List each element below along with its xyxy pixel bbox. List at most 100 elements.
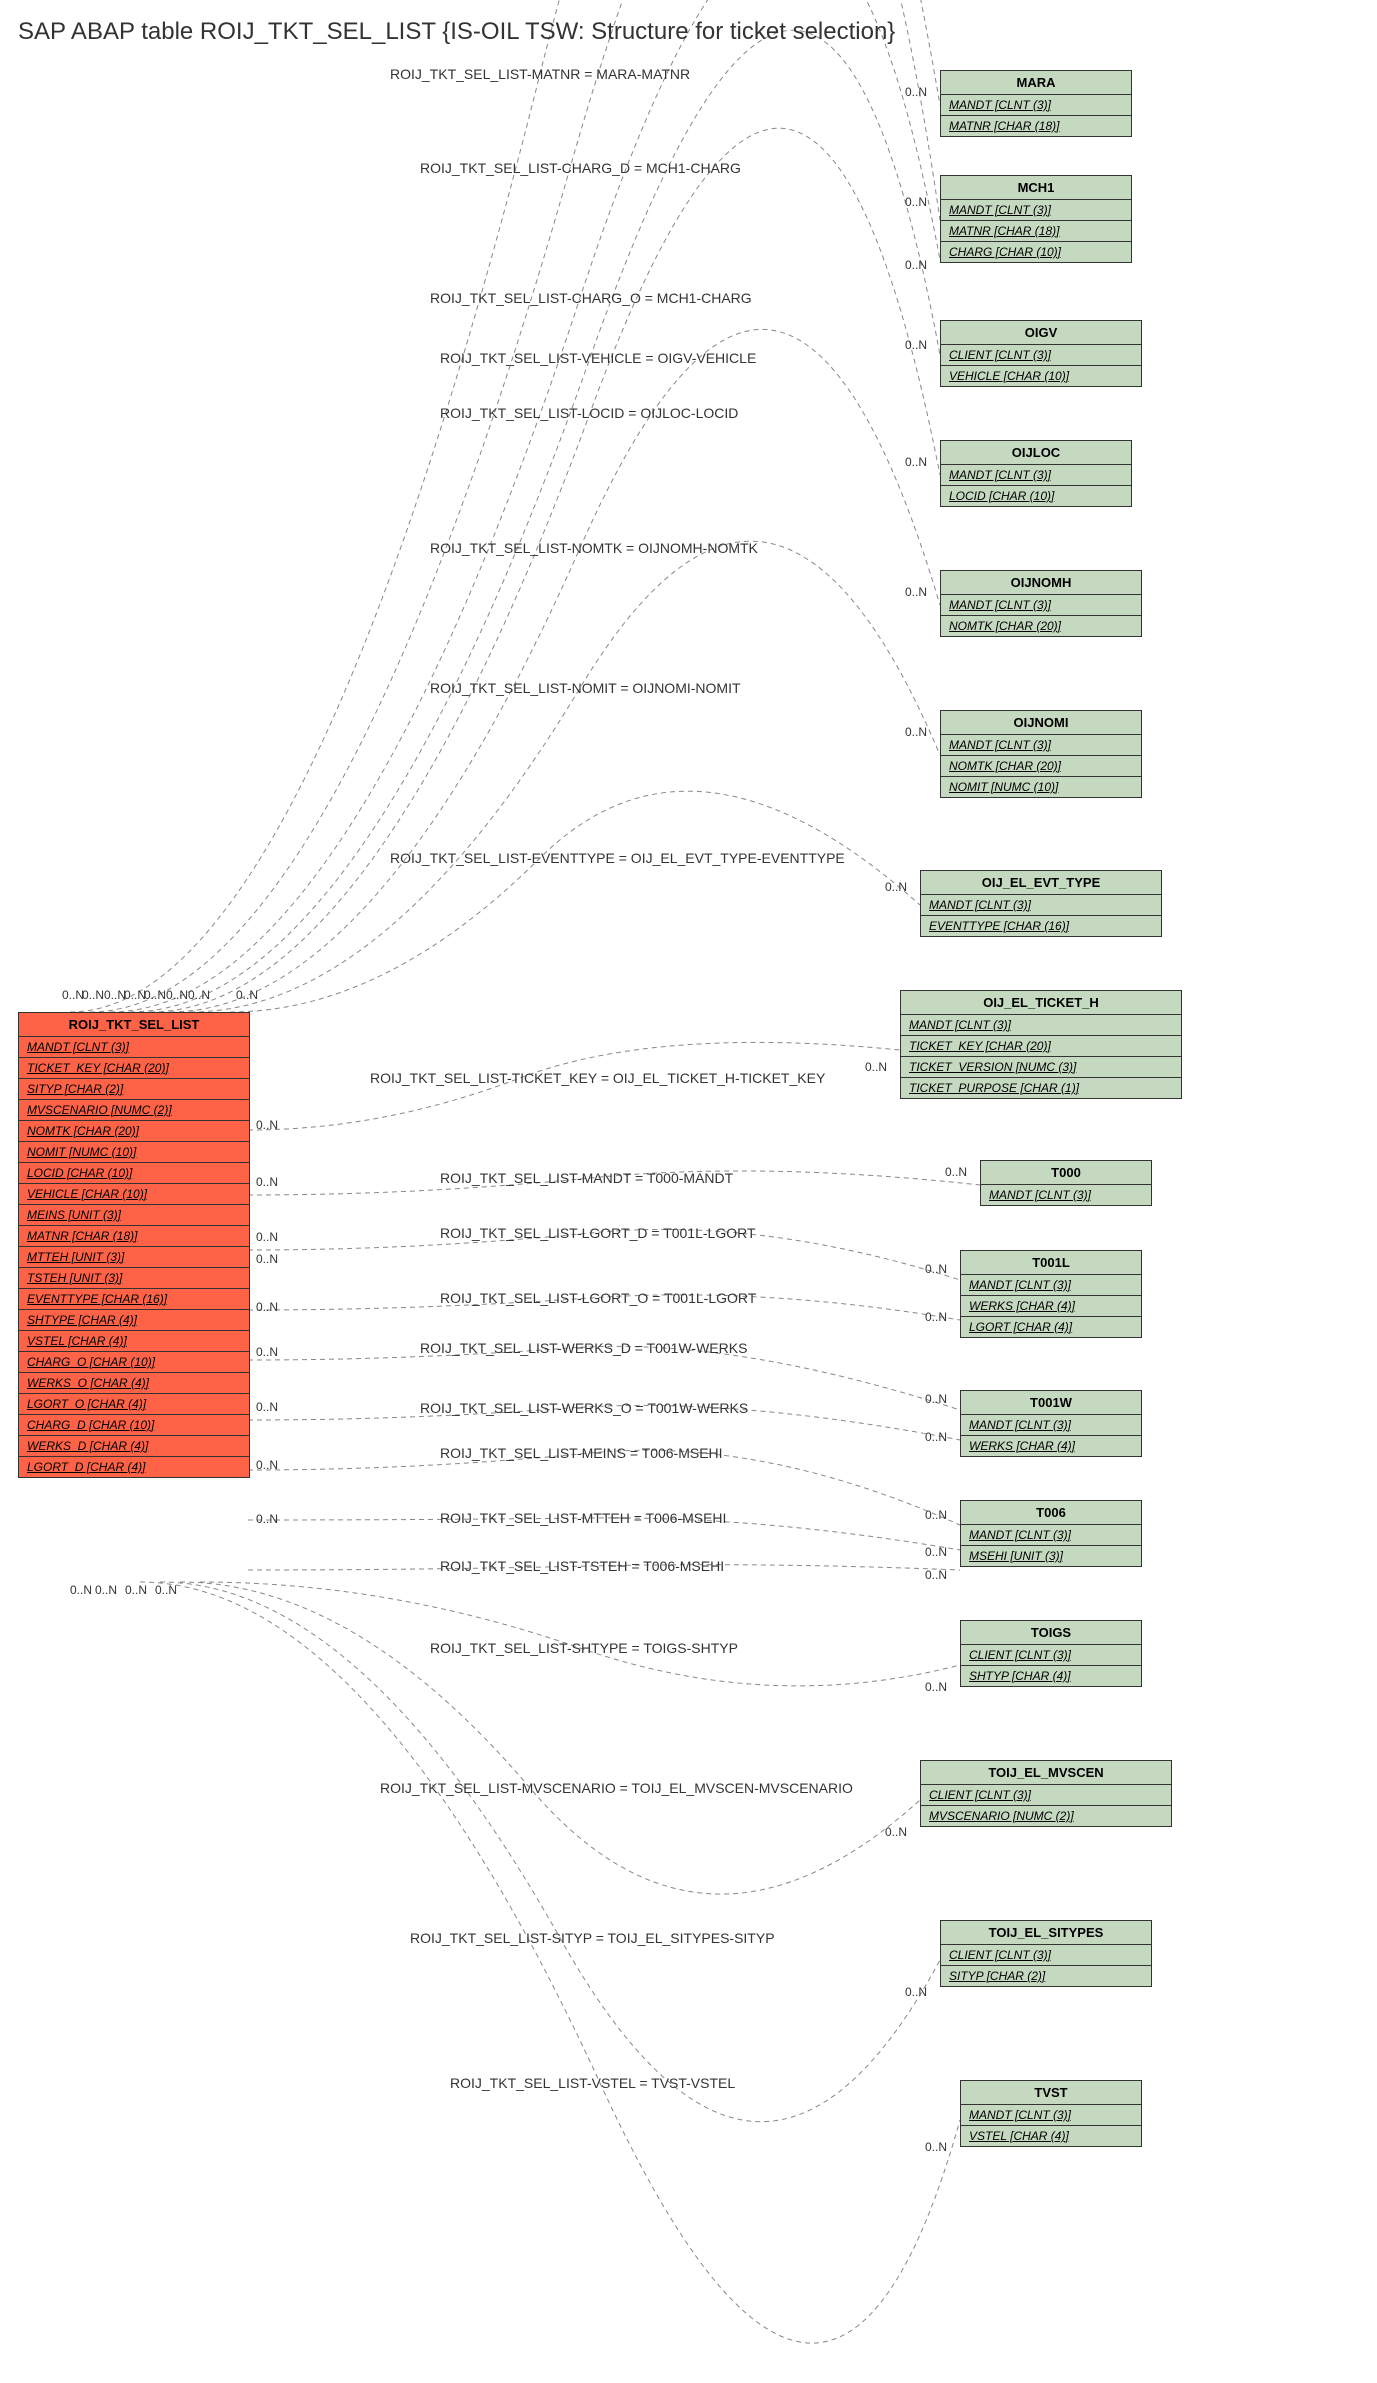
entity-header: TOIJ_EL_SITYPES <box>941 1921 1151 1945</box>
relation-label: ROIJ_TKT_SEL_LIST-LGORT_D = T001L-LGORT <box>440 1225 756 1241</box>
entity-field: CLIENT [CLNT (3)] <box>961 1645 1141 1666</box>
entity-field: SHTYP [CHAR (4)] <box>961 1666 1141 1686</box>
relation-label: ROIJ_TKT_SEL_LIST-WERKS_O = T001W-WERKS <box>420 1400 748 1416</box>
entity-header: T006 <box>961 1501 1141 1525</box>
cardinality-dst: 0..N <box>945 1165 967 1179</box>
cardinality-src: 0..N <box>95 1583 117 1597</box>
entity-field: MANDT [CLNT (3)] <box>921 895 1161 916</box>
cardinality-src: 0..N <box>62 988 84 1002</box>
cardinality-src: 0..N <box>236 988 258 1002</box>
entity-field: CHARG_D [CHAR (10)] <box>19 1415 249 1436</box>
relation-label: ROIJ_TKT_SEL_LIST-SITYP = TOIJ_EL_SITYPE… <box>410 1930 775 1946</box>
entity-field: MATNR [CHAR (18)] <box>941 221 1131 242</box>
ref-entity-t001w: T001WMANDT [CLNT (3)]WERKS [CHAR (4)] <box>960 1390 1142 1457</box>
cardinality-src: 0..N <box>144 988 166 1002</box>
entity-field: WERKS_O [CHAR (4)] <box>19 1373 249 1394</box>
relation-label: ROIJ_TKT_SEL_LIST-LOCID = OIJLOC-LOCID <box>440 405 738 421</box>
cardinality-src: 0..N <box>70 1583 92 1597</box>
cardinality-src: 0..N <box>104 988 126 1002</box>
entity-field: WERKS [CHAR (4)] <box>961 1296 1141 1317</box>
ref-entity-oij_el_ticket_h: OIJ_EL_TICKET_HMANDT [CLNT (3)]TICKET_KE… <box>900 990 1182 1099</box>
entity-field: TSTEH [UNIT (3)] <box>19 1268 249 1289</box>
ref-entity-oij_el_evt_type: OIJ_EL_EVT_TYPEMANDT [CLNT (3)]EVENTTYPE… <box>920 870 1162 937</box>
entity-field: MANDT [CLNT (3)] <box>961 1275 1141 1296</box>
main-entity-roij_tkt_sel_list: ROIJ_TKT_SEL_LISTMANDT [CLNT (3)]TICKET_… <box>18 1012 250 1478</box>
entity-field: LOCID [CHAR (10)] <box>941 486 1131 506</box>
entity-header: T000 <box>981 1161 1151 1185</box>
entity-header: TOIGS <box>961 1621 1141 1645</box>
entity-field: CHARG [CHAR (10)] <box>941 242 1131 262</box>
cardinality-dst: 0..N <box>925 1392 947 1406</box>
relation-label: ROIJ_TKT_SEL_LIST-SHTYPE = TOIGS-SHTYP <box>430 1640 738 1656</box>
entity-field: VEHICLE [CHAR (10)] <box>19 1184 249 1205</box>
entity-header: OIJNOMI <box>941 711 1141 735</box>
relation-label: ROIJ_TKT_SEL_LIST-VEHICLE = OIGV-VEHICLE <box>440 350 756 366</box>
cardinality-dst: 0..N <box>905 258 927 272</box>
entity-field: MANDT [CLNT (3)] <box>19 1037 249 1058</box>
ref-entity-oijnomh: OIJNOMHMANDT [CLNT (3)]NOMTK [CHAR (20)] <box>940 570 1142 637</box>
cardinality-dst: 0..N <box>925 1262 947 1276</box>
ref-entity-oijnomi: OIJNOMIMANDT [CLNT (3)]NOMTK [CHAR (20)]… <box>940 710 1142 798</box>
entity-header: OIJ_EL_TICKET_H <box>901 991 1181 1015</box>
relation-label: ROIJ_TKT_SEL_LIST-NOMTK = OIJNOMH-NOMTK <box>430 540 758 556</box>
entity-field: MEINS [UNIT (3)] <box>19 1205 249 1226</box>
entity-field: MANDT [CLNT (3)] <box>941 95 1131 116</box>
relation-label: ROIJ_TKT_SEL_LIST-MVSCENARIO = TOIJ_EL_M… <box>380 1780 853 1796</box>
entity-field: VSTEL [CHAR (4)] <box>19 1331 249 1352</box>
entity-header: ROIJ_TKT_SEL_LIST <box>19 1013 249 1037</box>
cardinality-dst: 0..N <box>885 880 907 894</box>
cardinality-dst: 0..N <box>905 455 927 469</box>
entity-field: MATNR [CHAR (18)] <box>19 1226 249 1247</box>
entity-field: NOMIT [NUMC (10)] <box>941 777 1141 797</box>
cardinality-src: 0..N <box>155 1583 177 1597</box>
cardinality-src: 0..N <box>256 1300 278 1314</box>
entity-field: EVENTTYPE [CHAR (16)] <box>921 916 1161 936</box>
entity-field: MTTEH [UNIT (3)] <box>19 1247 249 1268</box>
diagram-title: SAP ABAP table ROIJ_TKT_SEL_LIST {IS-OIL… <box>18 18 895 46</box>
cardinality-src: 0..N <box>125 1583 147 1597</box>
cardinality-dst: 0..N <box>905 195 927 209</box>
relation-label: ROIJ_TKT_SEL_LIST-LGORT_O = T001L-LGORT <box>440 1290 756 1306</box>
entity-field: MANDT [CLNT (3)] <box>941 465 1131 486</box>
ref-entity-oijloc: OIJLOCMANDT [CLNT (3)]LOCID [CHAR (10)] <box>940 440 1132 507</box>
relation-label: ROIJ_TKT_SEL_LIST-TSTEH = T006-MSEHI <box>440 1558 724 1574</box>
cardinality-src: 0..N <box>256 1175 278 1189</box>
entity-field: MANDT [CLNT (3)] <box>941 595 1141 616</box>
entity-field: SITYP [CHAR (2)] <box>19 1079 249 1100</box>
entity-field: WERKS_D [CHAR (4)] <box>19 1436 249 1457</box>
relation-label: ROIJ_TKT_SEL_LIST-WERKS_D = T001W-WERKS <box>420 1340 747 1356</box>
entity-field: MANDT [CLNT (3)] <box>961 1525 1141 1546</box>
cardinality-dst: 0..N <box>925 1310 947 1324</box>
relation-label: ROIJ_TKT_SEL_LIST-NOMIT = OIJNOMI-NOMIT <box>430 680 741 696</box>
entity-field: CHARG_O [CHAR (10)] <box>19 1352 249 1373</box>
cardinality-src: 0..N <box>188 988 210 1002</box>
entity-header: OIJ_EL_EVT_TYPE <box>921 871 1161 895</box>
relation-label: ROIJ_TKT_SEL_LIST-VSTEL = TVST-VSTEL <box>450 2075 735 2091</box>
cardinality-src: 0..N <box>256 1400 278 1414</box>
cardinality-src: 0..N <box>256 1458 278 1472</box>
relation-label: ROIJ_TKT_SEL_LIST-CHARG_O = MCH1-CHARG <box>430 290 752 306</box>
ref-entity-tvst: TVSTMANDT [CLNT (3)]VSTEL [CHAR (4)] <box>960 2080 1142 2147</box>
ref-entity-mara: MARAMANDT [CLNT (3)]MATNR [CHAR (18)] <box>940 70 1132 137</box>
entity-field: NOMIT [NUMC (10)] <box>19 1142 249 1163</box>
cardinality-src: 0..N <box>124 988 146 1002</box>
entity-field: SITYP [CHAR (2)] <box>941 1966 1151 1986</box>
relation-label: ROIJ_TKT_SEL_LIST-TICKET_KEY = OIJ_EL_TI… <box>370 1070 825 1086</box>
cardinality-dst: 0..N <box>925 1545 947 1559</box>
entity-header: TVST <box>961 2081 1141 2105</box>
ref-entity-toij_el_sitypes: TOIJ_EL_SITYPESCLIENT [CLNT (3)]SITYP [C… <box>940 1920 1152 1987</box>
entity-field: LGORT [CHAR (4)] <box>961 1317 1141 1337</box>
ref-entity-toigs: TOIGSCLIENT [CLNT (3)]SHTYP [CHAR (4)] <box>960 1620 1142 1687</box>
cardinality-dst: 0..N <box>925 1568 947 1582</box>
entity-field: MATNR [CHAR (18)] <box>941 116 1131 136</box>
entity-field: LOCID [CHAR (10)] <box>19 1163 249 1184</box>
entity-field: TICKET_VERSION [NUMC (3)] <box>901 1057 1181 1078</box>
cardinality-src: 0..N <box>256 1118 278 1132</box>
entity-field: MVSCENARIO [NUMC (2)] <box>19 1100 249 1121</box>
ref-entity-t000: T000MANDT [CLNT (3)] <box>980 1160 1152 1206</box>
entity-field: TICKET_KEY [CHAR (20)] <box>901 1036 1181 1057</box>
entity-header: TOIJ_EL_MVSCEN <box>921 1761 1171 1785</box>
relation-label: ROIJ_TKT_SEL_LIST-EVENTTYPE = OIJ_EL_EVT… <box>390 850 845 866</box>
entity-field: MANDT [CLNT (3)] <box>941 735 1141 756</box>
cardinality-src: 0..N <box>82 988 104 1002</box>
